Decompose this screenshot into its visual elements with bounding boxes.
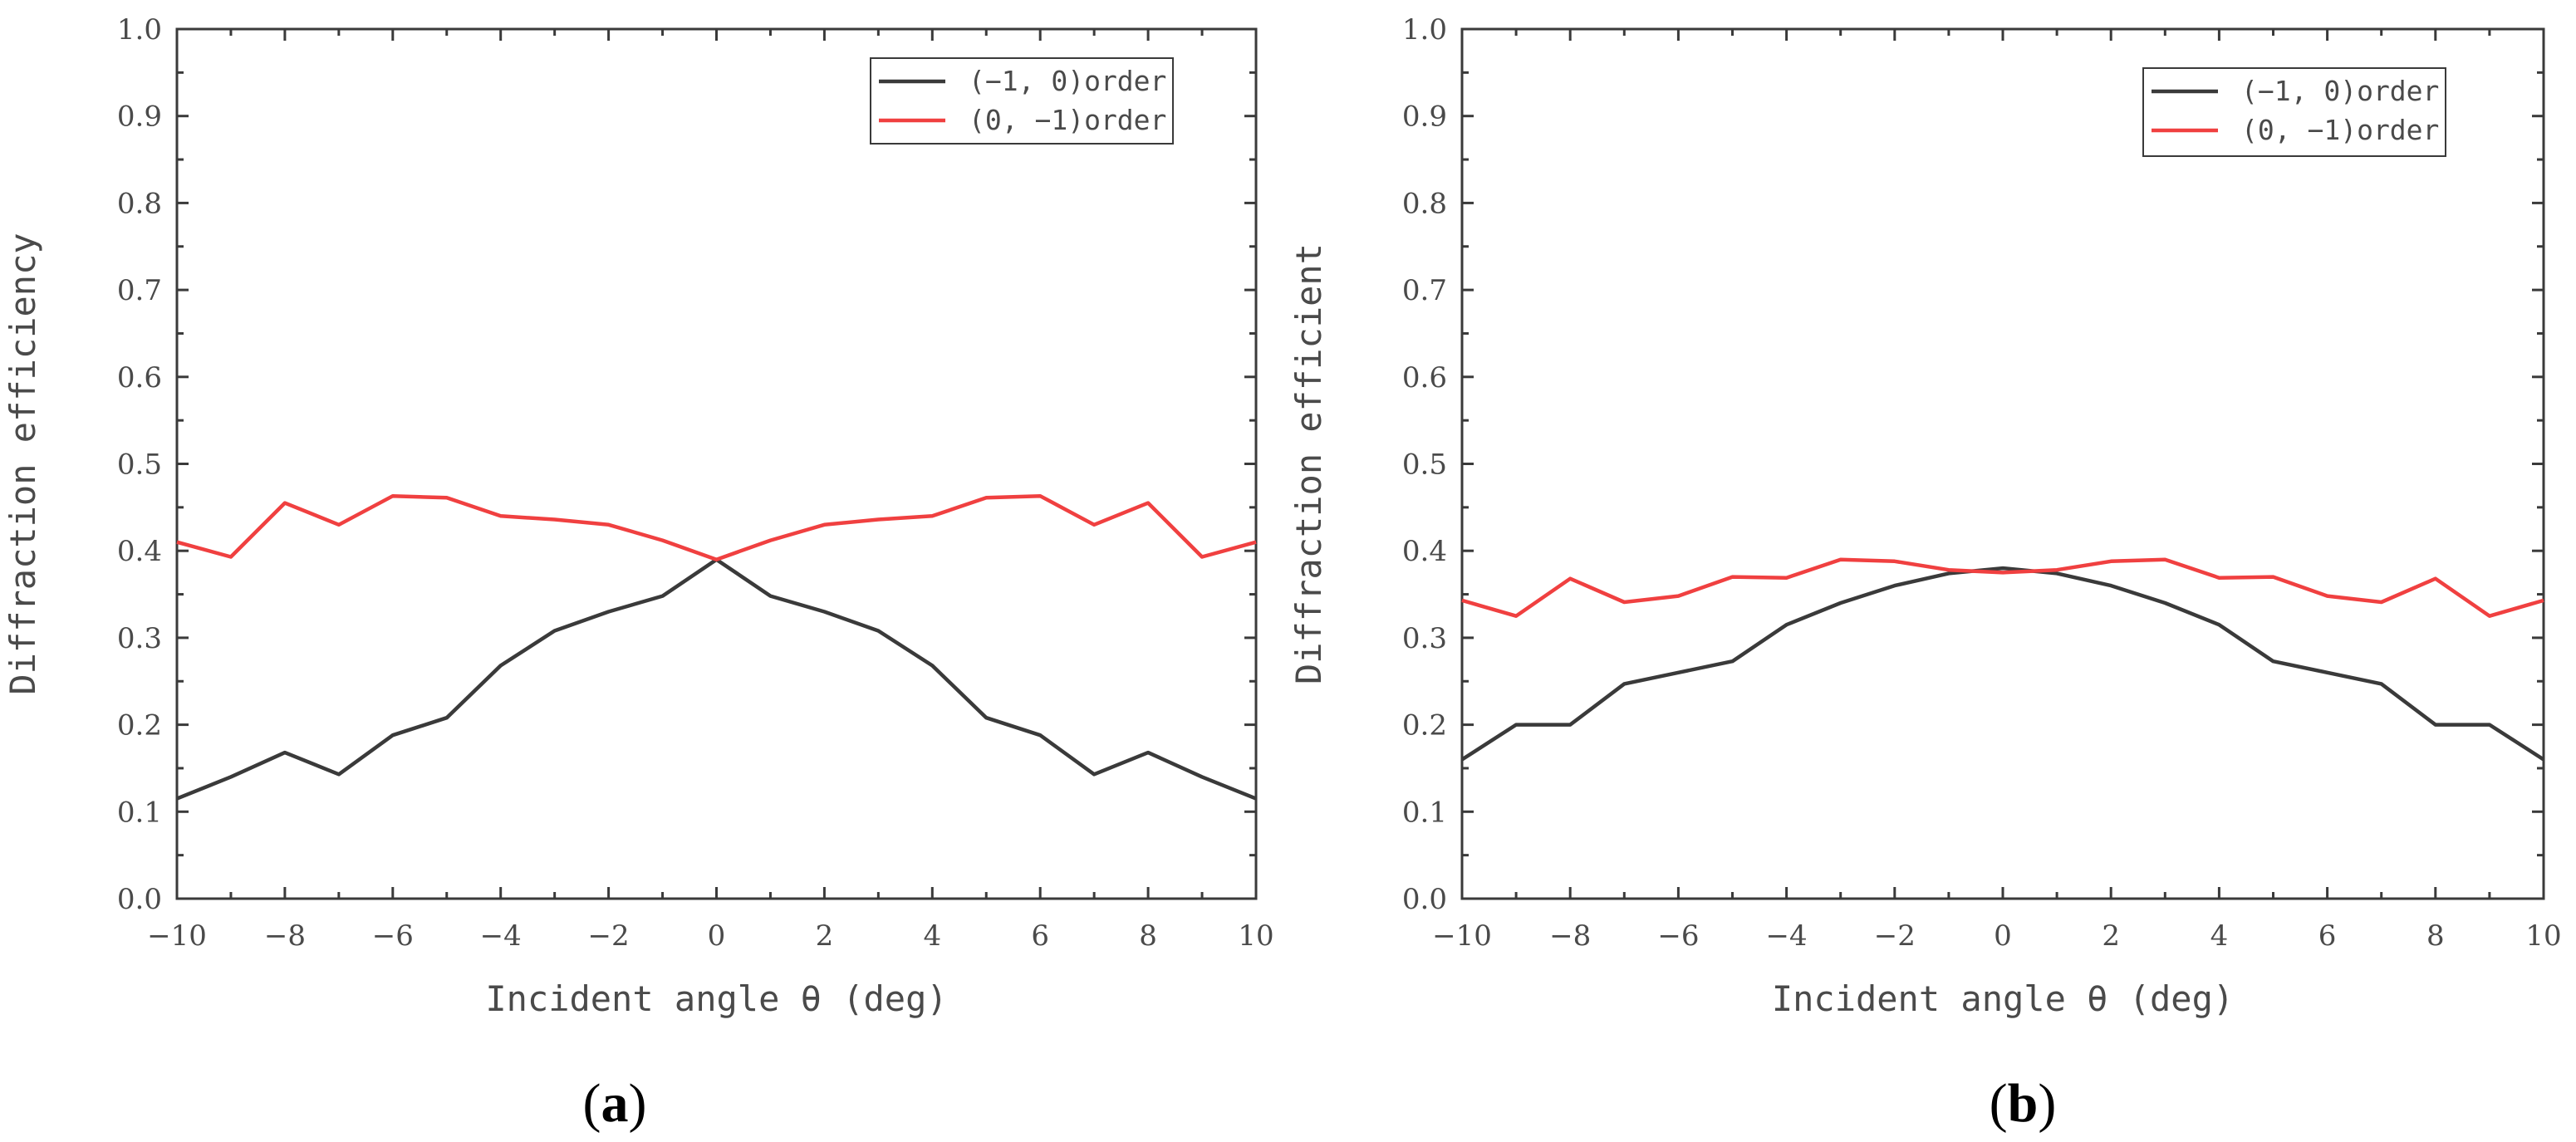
chart-panel-a: −10 −8 −6 −4 −2 0 2 4 6 8 10 0.0 0.1 0.2 0.3 0.4 0.5 0.6 0… <box>2 13 1274 1134</box>
legend-b: (−1, 0)order (0, −1)order <box>2142 67 2446 157</box>
y-tick-label-b: 0.9 <box>1402 100 1447 134</box>
x-tick-label-a: 0 <box>708 919 726 953</box>
y-tick-label-a: 0.3 <box>117 622 162 655</box>
legend-box-b <box>2142 67 2446 157</box>
legend-a: (−1, 0)order (0, −1)order <box>870 57 1174 145</box>
series-line-a-1 <box>176 493 1257 561</box>
x-axis-label-a: Incident angle θ (deg) <box>485 978 947 1019</box>
y-tick-label-a: 0.5 <box>117 448 162 482</box>
panel-label-part: a <box>601 1073 629 1134</box>
y-tick-label-a: 0.0 <box>117 883 162 916</box>
x-tick-label-b: 10 <box>2525 919 2561 953</box>
series-line-b-0 <box>1460 566 2545 762</box>
panel-label-a: (a) <box>583 1073 647 1134</box>
y-tick-label-b: 0.4 <box>1402 535 1447 568</box>
x-tick-label-a: 8 <box>1139 919 1157 953</box>
y-tick-label-a: 0.1 <box>117 796 162 829</box>
y-tick-label-b: 0.3 <box>1402 622 1447 655</box>
x-tick-label-b: 6 <box>2318 919 2337 953</box>
y-tick-label-a: 0.9 <box>117 100 162 134</box>
legend-box-a <box>870 57 1174 145</box>
series-line-b-1 <box>1461 557 2544 618</box>
y-tick-label-b: 0.6 <box>1402 361 1447 395</box>
y-tick-label-a: 0.8 <box>117 187 162 220</box>
x-tick-label-b: −6 <box>1657 919 1699 953</box>
x-tick-label-a: 2 <box>816 919 834 953</box>
legend-label-b-0: (−1, 0)order <box>2241 75 2439 107</box>
x-tick-label-b: −10 <box>1432 919 1492 953</box>
x-axis-label-b: Incident angle θ (deg) <box>1772 978 2234 1019</box>
panel-label-part: ) <box>629 1073 647 1134</box>
x-tick-label-b: −4 <box>1766 919 1808 953</box>
y-tick-label-b: 0.0 <box>1402 883 1447 916</box>
x-tick-label-b: −2 <box>1874 919 1916 953</box>
y-tick-label-b: 0.8 <box>1402 187 1447 220</box>
x-tick-label-a: 4 <box>923 919 941 953</box>
y-axis-label-b: Diffraction efficient <box>1288 243 1329 684</box>
x-tick-label-a: −4 <box>480 919 522 953</box>
panel-label-b: (b) <box>1990 1073 2057 1134</box>
x-tick-label-a: −10 <box>147 919 207 953</box>
y-tick-label-a: 0.6 <box>117 361 162 395</box>
y-tick-label-b: 0.2 <box>1402 709 1447 743</box>
y-tick-label-a: 0.2 <box>117 709 162 743</box>
legend-label-a-0: (−1, 0)order <box>969 65 1166 97</box>
x-tick-label-a: −6 <box>372 919 414 953</box>
panel-label-part: ( <box>583 1073 601 1134</box>
y-tick-label-a: 0.4 <box>117 535 162 568</box>
panel-label-part: ) <box>2038 1073 2056 1134</box>
legend-label-a-1: (0, −1)order <box>969 104 1166 136</box>
y-tick-label-a: 1.0 <box>117 13 162 47</box>
x-tick-label-b: 8 <box>2426 919 2445 953</box>
y-tick-label-b: 0.1 <box>1402 796 1447 829</box>
x-tick-label-b: −8 <box>1549 919 1591 953</box>
x-tick-label-a: 6 <box>1031 919 1049 953</box>
y-tick-label-b: 0.5 <box>1402 448 1447 482</box>
x-tick-label-a: −8 <box>264 919 306 953</box>
x-tick-label-a: −2 <box>588 919 630 953</box>
legend-label-b-1: (0, −1)order <box>2241 114 2439 146</box>
x-tick-label-b: 4 <box>2210 919 2229 953</box>
y-axis-label-a: Diffraction efficiency <box>2 233 43 694</box>
y-tick-label-a: 0.7 <box>117 274 162 307</box>
x-tick-label-a: 10 <box>1238 919 1273 953</box>
y-tick-label-b: 0.7 <box>1402 274 1447 307</box>
y-tick-label-b: 1.0 <box>1402 13 1447 47</box>
panel-label-part: ( <box>1990 1073 2008 1134</box>
x-tick-label-b: 2 <box>2102 919 2120 953</box>
x-tick-label-b: 0 <box>1994 919 2012 953</box>
panel-label-part: b <box>2008 1073 2039 1134</box>
chart-panel-b: −10 −8 −6 −4 −2 0 2 4 6 8 10 0.0 0.1 0.2 0.3 0.4 0.5 0.6 0… <box>1288 13 2562 1134</box>
